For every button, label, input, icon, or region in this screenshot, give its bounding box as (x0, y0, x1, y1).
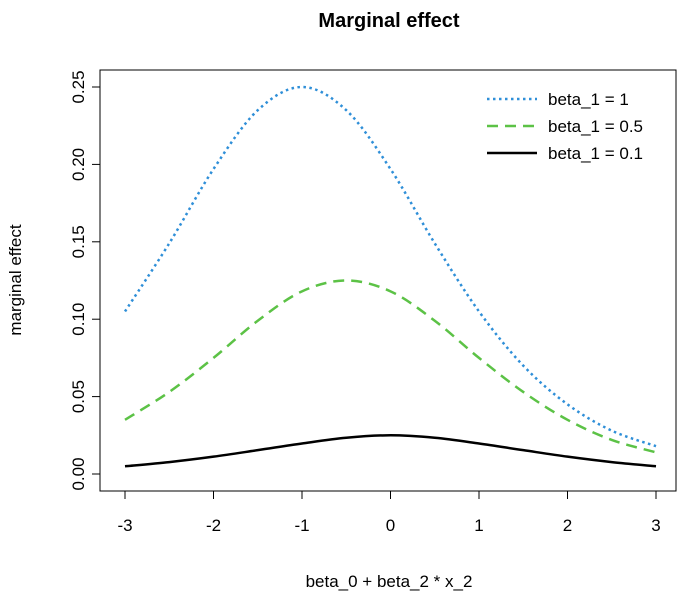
x-tick-label: -2 (206, 516, 221, 535)
series-lines (123, 85, 657, 468)
x-tick-label: 0 (386, 516, 395, 535)
chart-title: Marginal effect (318, 10, 459, 32)
x-tick-label: -1 (294, 516, 309, 535)
y-tick-label: 0.05 (69, 380, 88, 413)
x-tick-label: 1 (474, 516, 483, 535)
legend: beta_1 = 1 beta_1 = 0.5 beta_1 = 0.1 (487, 90, 643, 163)
x-axis-label: beta_0 + beta_2 * x_2 (306, 572, 473, 591)
x-axis: -3 -2 -1 0 1 2 3 (117, 490, 661, 535)
y-axis-label: marginal effect (6, 224, 25, 335)
y-tick-label: 0.25 (69, 70, 88, 103)
legend-label-1: beta_1 = 1 (548, 90, 629, 109)
y-tick-label: 0.00 (69, 457, 88, 490)
y-axis: 0.00 0.05 0.10 0.15 0.20 0.25 (69, 70, 101, 491)
legend-label-3: beta_1 = 0.1 (548, 144, 643, 163)
y-tick-label: 0.15 (69, 225, 88, 258)
x-tick-label: 2 (563, 516, 572, 535)
series-line-2 (124, 279, 657, 454)
legend-label-2: beta_1 = 0.5 (548, 117, 643, 136)
series-line-3 (124, 434, 657, 468)
y-tick-label: 0.20 (69, 148, 88, 181)
x-tick-label: -3 (117, 516, 132, 535)
x-tick-label: 3 (651, 516, 660, 535)
y-tick-label: 0.10 (69, 303, 88, 336)
series-line-1 (123, 85, 657, 448)
